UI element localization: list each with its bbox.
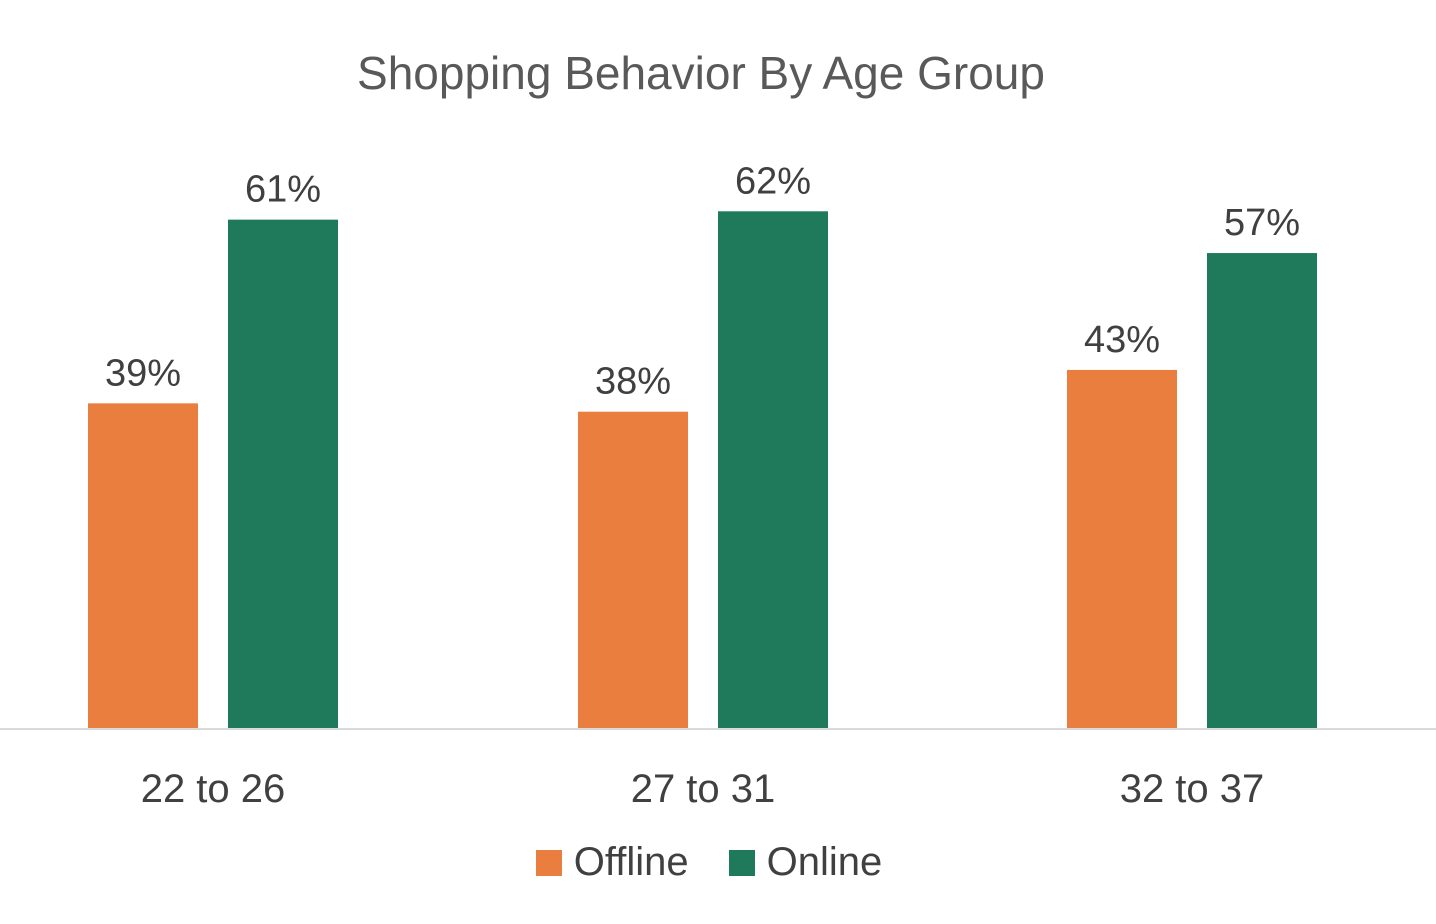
legend-label-online: Online [766,840,883,884]
data-label-online-3: 57% [1224,202,1300,244]
x-tick-label-2: 27 to 31 [631,767,776,811]
bar-online-1 [228,219,338,729]
legend-label-offline: Offline [573,840,689,884]
legend: Offline Online [0,840,1418,885]
chart-title: Shopping Behavior By Age Group [357,47,1045,99]
data-label-online-2: 62% [735,160,811,202]
data-label-offline-3: 43% [1084,319,1160,361]
bar-online-2 [718,211,828,730]
legend-item-online: Online [728,840,883,885]
data-label-online-1: 61% [245,169,321,211]
legend-swatch-online [728,849,755,876]
legend-swatch-offline [535,849,562,876]
x-tick-label-1: 22 to 26 [141,767,286,811]
bar-online-3 [1207,253,1317,730]
legend-item-offline: Offline [535,840,689,885]
bar-offline-1 [88,403,198,729]
data-label-offline-2: 38% [595,361,671,403]
bar-offline-3 [1067,369,1177,729]
x-tick-label-3: 32 to 37 [1120,767,1265,811]
bar-offline-2 [578,411,688,729]
data-label-offline-1: 39% [105,352,181,394]
